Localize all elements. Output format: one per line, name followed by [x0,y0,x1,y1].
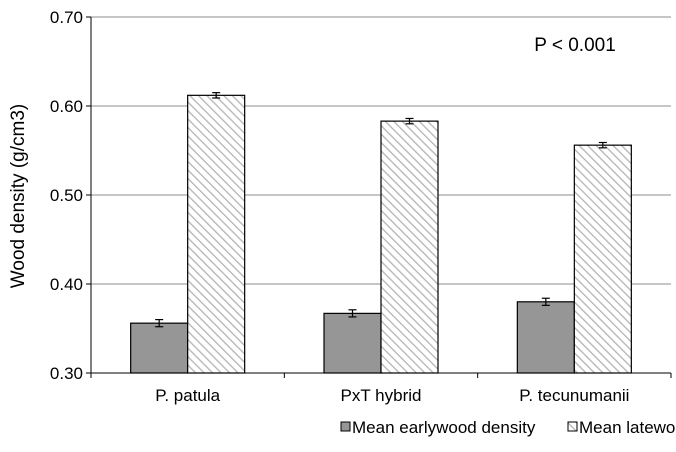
y-tick-label: 0.40 [50,275,83,294]
x-tick-label: P. tecunumanii [519,386,629,405]
significance-annotation: P < 0.001 [534,35,616,56]
y-tick-label: 0.70 [50,8,83,27]
legend-label-latewood: Mean latewood density [579,418,676,437]
bar-earlywood [516,301,575,374]
y-tick-label: 0.30 [50,364,83,383]
bar-latewood [573,144,632,374]
axes: 0.30 0.40 0.50 0.60 0.70 P. patula PxT hybrid P… [50,8,672,405]
legend: Mean earlywood density Mean latewood den… [340,418,676,437]
y-tick-label: 0.50 [50,186,83,205]
bar-latewood [187,94,246,374]
bar-earlywood [130,322,189,374]
bar-latewood [380,120,439,374]
x-tick-label: PxT hybrid [341,386,422,405]
legend-swatch-earlywood [340,421,351,432]
legend-swatch-latewood [567,421,578,432]
x-tick-label: P. patula [155,386,220,405]
bar-earlywood [323,312,382,374]
legend-label-earlywood: Mean earlywood density [352,418,536,437]
y-axis-title: Wood density (g/cm3) [8,104,29,288]
y-tick-label: 0.60 [50,97,83,116]
bars [130,92,632,374]
